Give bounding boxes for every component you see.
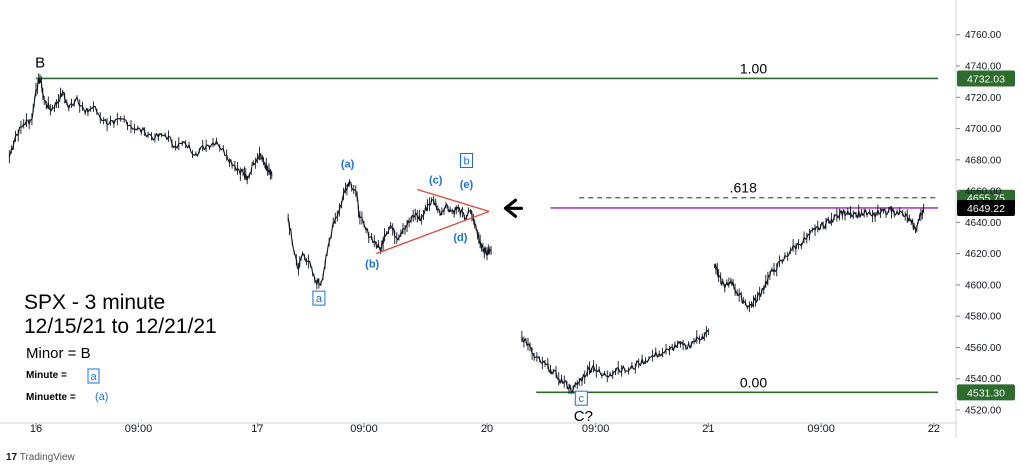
y-tick-label: 4620.00 xyxy=(965,249,1002,260)
price-tag-label: 4649.22 xyxy=(967,203,1005,215)
y-tick-label: 4640.00 xyxy=(965,218,1002,229)
level-label: .618 xyxy=(730,180,757,196)
price-tag-label: 4732.03 xyxy=(967,73,1005,85)
chart-title: SPX - 3 minute xyxy=(24,291,165,314)
level-label: 1.00 xyxy=(740,60,767,76)
wave-label: (d) xyxy=(453,232,467,244)
triangle-upper-line xyxy=(417,188,490,213)
grid-layer xyxy=(0,0,957,438)
triangle-pattern xyxy=(376,188,490,255)
wave-label-box xyxy=(460,153,473,169)
x-tick-label: 09:00 xyxy=(582,423,610,435)
price-line xyxy=(521,329,709,393)
y-tick-label: 4560.00 xyxy=(965,343,1002,354)
wave-label: (c) xyxy=(429,174,443,186)
wave-label-box xyxy=(312,290,326,306)
minute-note-badge: a xyxy=(90,371,97,383)
minor-note: Minor = B xyxy=(26,345,91,362)
wave-label: b xyxy=(463,156,469,168)
left-arrow-icon xyxy=(503,198,524,218)
wave-label: B xyxy=(35,55,45,72)
wave-label: c xyxy=(579,393,585,405)
y-tick-label: 4660.00 xyxy=(965,187,1002,198)
x-axis: 16 09:00 17 09:00 20 09:00 21 09:00 22 xyxy=(30,423,940,435)
chart-subtitle: 12/15/21 to 12/21/21 xyxy=(24,315,217,338)
y-tick-label: 4700.00 xyxy=(965,124,1002,135)
pointer-arrow xyxy=(503,198,524,218)
x-tick-label: 09:00 xyxy=(125,423,153,435)
tradingview-logo-text: TradingView xyxy=(19,452,75,463)
x-tick-label: 20 xyxy=(481,423,493,435)
y-tick-label: 4720.00 xyxy=(965,93,1002,104)
tradingview-logo-icon: 17 xyxy=(6,452,18,463)
wave-label: (e) xyxy=(460,179,474,191)
x-tick-label: 09:00 xyxy=(807,423,835,435)
wave-label: a xyxy=(316,293,323,305)
y-tick-label: 4540.00 xyxy=(965,374,1002,385)
y-tick-label: 4680.00 xyxy=(965,155,1002,166)
y-axis: 4520.00 4540.00 4560.00 4580.00 4600.00 4620.… xyxy=(956,30,1002,417)
triangle-lower-line xyxy=(376,210,490,255)
minuette-note-badge: (a) xyxy=(95,391,108,403)
x-tick-label: 21 xyxy=(702,423,714,435)
price-tag-box xyxy=(957,199,1015,216)
tradingview-logo[interactable]: 17 TradingView xyxy=(6,452,75,463)
wave-label: C? xyxy=(574,408,593,425)
price-tag-label: 4531.30 xyxy=(967,387,1005,399)
minuette-note-label: Minuette = xyxy=(26,392,76,403)
y-tick-label: 4740.00 xyxy=(965,62,1002,73)
level-label: 0.00 xyxy=(740,374,767,390)
y-tick-label: 4760.00 xyxy=(965,30,1002,41)
price-line xyxy=(713,206,925,309)
wave-label: (a) xyxy=(341,159,355,171)
wave-labels: B (a) (b) (c) b (e) (d) a c C? xyxy=(35,55,593,425)
minute-note-label: Minute = xyxy=(26,370,67,381)
y-tick-label: 4580.00 xyxy=(965,312,1002,323)
minute-note-badge-box xyxy=(87,368,100,384)
x-tick-label: 22 xyxy=(928,423,940,435)
y-tick-label: 4520.00 xyxy=(965,406,1002,417)
x-tick-label: 17 xyxy=(251,423,263,435)
price-tag-box xyxy=(957,384,1015,401)
x-tick-label: 16 xyxy=(30,423,42,435)
price-tag-box xyxy=(957,70,1015,87)
wave-label-box xyxy=(574,390,588,406)
x-tick-label: 09:00 xyxy=(350,423,378,435)
chart-notes: SPX - 3 minute 12/15/21 to 12/21/21 Mino… xyxy=(24,291,217,403)
y-tick-label: 4600.00 xyxy=(965,280,1002,291)
price-series xyxy=(8,73,925,395)
wave-label: (b) xyxy=(365,259,379,271)
